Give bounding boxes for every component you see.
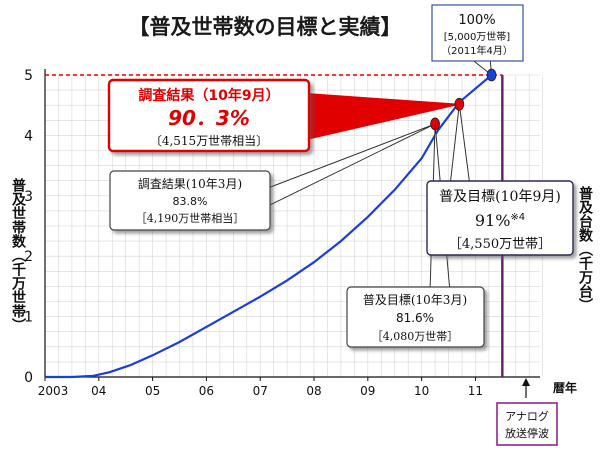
y-tick-label: 3	[24, 189, 33, 205]
analog-end-line1: アナログ	[505, 409, 549, 423]
annotation-target-sep-detail: ［4,550万世帯］	[449, 237, 551, 252]
annotation-result-mar-title: 調査結果(10年3月)	[138, 177, 242, 191]
data-point	[486, 68, 497, 82]
annotation-result-sep-detail: 〔4,515万世帯相当〕	[150, 134, 268, 148]
x-axis-label: 暦年	[553, 380, 577, 395]
annotation-full-title: 100%	[458, 13, 495, 28]
annotation-result-mar-value: 83.8%	[173, 195, 208, 208]
y-axis-label-right: 普及台数（千万台）	[577, 185, 594, 312]
data-points	[430, 68, 497, 131]
annotation-target-mar-title: 普及目標(10年3月)	[363, 293, 467, 307]
annotation-result-sep	[107, 78, 311, 153]
x-tick-label: 09	[360, 384, 375, 398]
annotation-full-detail: [5,000万世帯]	[444, 30, 511, 43]
y-tick-label: 1	[24, 310, 33, 326]
analog-end-line2: 放送停波	[505, 426, 549, 440]
x-tick-label: 11	[468, 384, 483, 398]
annotation-result-sep-title: 調査結果（10年9月）	[138, 87, 279, 104]
x-tick-label: 05	[145, 384, 160, 398]
x-tick-label: 04	[91, 384, 106, 398]
annotation-target-mar-detail: ［4,080万世帯］	[372, 330, 459, 343]
x-tick-label: 10	[414, 384, 429, 398]
annotation-full: 100% [5,000万世帯] （2011年4月）	[431, 4, 524, 62]
annotation-target-mar-value: 81.6%	[396, 311, 434, 325]
data-point	[430, 117, 440, 131]
annotation-result-mar	[109, 170, 271, 231]
y-tick-label: 4	[24, 128, 33, 144]
annotation-target-sep-title: 普及目標(10年9月)	[439, 189, 561, 205]
annotation-target-mar	[346, 286, 485, 348]
x-tick-label: 07	[253, 384, 268, 398]
x-tick-label: 06	[199, 384, 214, 398]
annotation-target-sep	[426, 180, 574, 256]
annotation-target-sep-note: ※4	[510, 212, 525, 223]
y-axis-label-left: 普及世帯数（千万世帯）	[10, 177, 27, 332]
annotation-full-date: （2011年4月）	[441, 44, 513, 57]
annotation-result-mar-detail: ［4,190万世帯相当］	[136, 211, 245, 225]
plot-frame	[44, 69, 540, 378]
y-tick-label: 0	[24, 370, 33, 386]
x-tick-labels: 2003 04 05 06 07 08 09 10 11	[38, 377, 483, 398]
y-tick-label: 5	[24, 68, 33, 84]
annotation-target-sep-value: 91%※4	[475, 211, 525, 230]
leader-line	[449, 104, 471, 187]
series-line	[45, 74, 493, 379]
chart-title: 【普及世帯数の目標と実績】	[129, 15, 402, 39]
x-tick-label: 08	[306, 384, 321, 398]
analog-end-marker: アナログ 放送停波	[496, 378, 558, 446]
x-tick-label: 2003	[38, 384, 69, 398]
series-lines	[45, 74, 493, 379]
data-point	[454, 97, 465, 111]
y-tick-labels: 0 1 2 3 4 5	[24, 68, 33, 386]
annotation-target-sep-value-main: 91%	[475, 211, 511, 230]
y-tick-label: 2	[24, 249, 33, 265]
annotation-result-sep-value: 90．3%	[168, 106, 250, 130]
